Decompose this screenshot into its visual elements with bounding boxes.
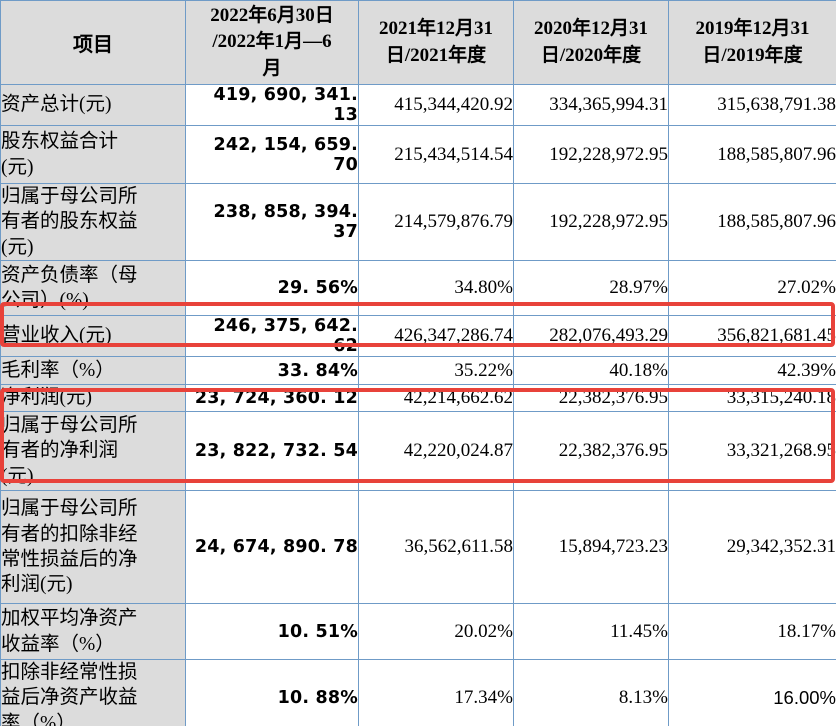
total-equity-value-2020: 192,228,972.95	[513, 125, 669, 184]
deducted-net-profit-value-2021: 36,562,611.58	[358, 490, 514, 605]
table-row-weighted-roe: 加权平均净资产 收益率（%） 10. 51% 20.02% 11.45% 18.…	[0, 603, 836, 661]
parent-net-profit-value-2019: 33,321,268.95	[668, 411, 836, 492]
table-row-net-profit: 净利润(元) 23, 724, 360. 12 42,214,662.62 22…	[0, 384, 836, 413]
parent-net-profit-label: 归属于母公司所 有者的净利润 (元)	[0, 411, 186, 492]
parent-equity-label: 归属于母公司所 有者的股东权益 (元)	[0, 182, 186, 262]
header-period-2021: 2021年12月31 日/2021年度	[358, 0, 514, 85]
deducted-net-profit-value-2020: 15,894,723.23	[513, 490, 669, 605]
total-equity-value-2022: 242, 154, 659. 70	[185, 125, 359, 184]
net-profit-value-2019: 33,315,240.18	[668, 384, 836, 413]
gross-margin-label: 毛利率（%）	[0, 356, 186, 386]
table-row-deducted-roe: 扣除非经常性损 益后净资产收益 率（%） 10. 88% 17.34% 8.13…	[0, 659, 836, 726]
table-row-debt-ratio: 资产负债率（母 公司）(%) 29. 56% 34.80% 28.97% 27.…	[0, 260, 836, 317]
revenue-value-2020: 282,076,493.29	[513, 315, 669, 358]
weighted-roe-value-2020: 11.45%	[513, 603, 669, 661]
gross-margin-value-2020: 40.18%	[513, 356, 669, 386]
parent-net-profit-value-2021: 42,220,024.87	[358, 411, 514, 492]
total-equity-label: 股东权益合计 (元)	[0, 125, 186, 184]
debt-ratio-value-2021: 34.80%	[358, 260, 514, 317]
total-assets-label: 资产总计(元)	[0, 84, 186, 126]
deducted-roe-value-2022: 10. 88%	[185, 659, 359, 726]
table-row-gross-margin: 毛利率（%） 33. 84% 35.22% 40.18% 42.39%	[0, 356, 836, 386]
revenue-value-2021: 426,347,286.74	[358, 315, 514, 358]
total-assets-value-2022: 419, 690, 341. 13	[185, 84, 359, 126]
gross-margin-value-2022: 33. 84%	[185, 356, 359, 386]
header-period-2020: 2020年12月31 日/2020年度	[513, 0, 669, 85]
net-profit-value-2022: 23, 724, 360. 12	[185, 384, 359, 413]
table-row-parent-equity: 归属于母公司所 有者的股东权益 (元) 238, 858, 394. 37 21…	[0, 182, 836, 262]
revenue-value-2019: 356,821,681.45	[668, 315, 836, 358]
header-period-2022: 2022年6月30日 /2022年1月—6 月	[185, 0, 359, 85]
total-equity-value-2019: 188,585,807.96	[668, 125, 836, 184]
table-row-total-assets: 资产总计(元) 419, 690, 341. 13 415,344,420.92…	[0, 84, 836, 126]
deducted-net-profit-value-2019: 29,342,352.31	[668, 490, 836, 605]
table-row-deducted-net-profit: 归属于母公司所 有者的扣除非经 常性损益后的净 利润(元) 24, 674, 8…	[0, 490, 836, 605]
gross-margin-value-2019: 42.39%	[668, 356, 836, 386]
net-profit-label: 净利润(元)	[0, 384, 186, 413]
table-row-total-equity: 股东权益合计 (元) 242, 154, 659. 70 215,434,514…	[0, 125, 836, 184]
deducted-roe-label: 扣除非经常性损 益后净资产收益 率（%）	[0, 659, 186, 726]
header-period-2019: 2019年12月31 日/2019年度	[668, 0, 836, 85]
parent-equity-value-2019: 188,585,807.96	[668, 182, 836, 262]
total-equity-value-2021: 215,434,514.54	[358, 125, 514, 184]
gross-margin-value-2021: 35.22%	[358, 356, 514, 386]
table-row-revenue: 营业收入(元) 246, 375, 642. 62 426,347,286.74…	[0, 315, 836, 358]
debt-ratio-value-2020: 28.97%	[513, 260, 669, 317]
table-row-parent-net-profit: 归属于母公司所 有者的净利润 (元) 23, 822, 732. 54 42,2…	[0, 411, 836, 492]
total-assets-value-2020: 334,365,994.31	[513, 84, 669, 126]
revenue-label: 营业收入(元)	[0, 315, 186, 358]
parent-net-profit-value-2020: 22,382,376.95	[513, 411, 669, 492]
revenue-value-2022: 246, 375, 642. 62	[185, 315, 359, 358]
total-assets-value-2019: 315,638,791.38	[668, 84, 836, 126]
weighted-roe-label: 加权平均净资产 收益率（%）	[0, 603, 186, 661]
debt-ratio-value-2022: 29. 56%	[185, 260, 359, 317]
deducted-net-profit-value-2022: 24, 674, 890. 78	[185, 490, 359, 605]
table-header-row: 项目 2022年6月30日 /2022年1月—6 月 2021年12月31 日/…	[0, 0, 836, 85]
net-profit-value-2020: 22,382,376.95	[513, 384, 669, 413]
parent-net-profit-value-2022: 23, 822, 732. 54	[185, 411, 359, 492]
deducted-roe-value-2020: 8.13%	[513, 659, 669, 726]
weighted-roe-value-2019: 18.17%	[668, 603, 836, 661]
debt-ratio-value-2019: 27.02%	[668, 260, 836, 317]
weighted-roe-value-2021: 20.02%	[358, 603, 514, 661]
parent-equity-value-2021: 214,579,876.79	[358, 182, 514, 262]
deducted-net-profit-label: 归属于母公司所 有者的扣除非经 常性损益后的净 利润(元)	[0, 490, 186, 605]
deducted-roe-value-2019: 16.00%	[668, 659, 836, 726]
parent-equity-value-2020: 192,228,972.95	[513, 182, 669, 262]
total-assets-value-2021: 415,344,420.92	[358, 84, 514, 126]
header-item: 项目	[0, 0, 186, 85]
net-profit-value-2021: 42,214,662.62	[358, 384, 514, 413]
weighted-roe-value-2022: 10. 51%	[185, 603, 359, 661]
deducted-roe-value-2021: 17.34%	[358, 659, 514, 726]
debt-ratio-label: 资产负债率（母 公司）(%)	[0, 260, 186, 317]
parent-equity-value-2022: 238, 858, 394. 37	[185, 182, 359, 262]
